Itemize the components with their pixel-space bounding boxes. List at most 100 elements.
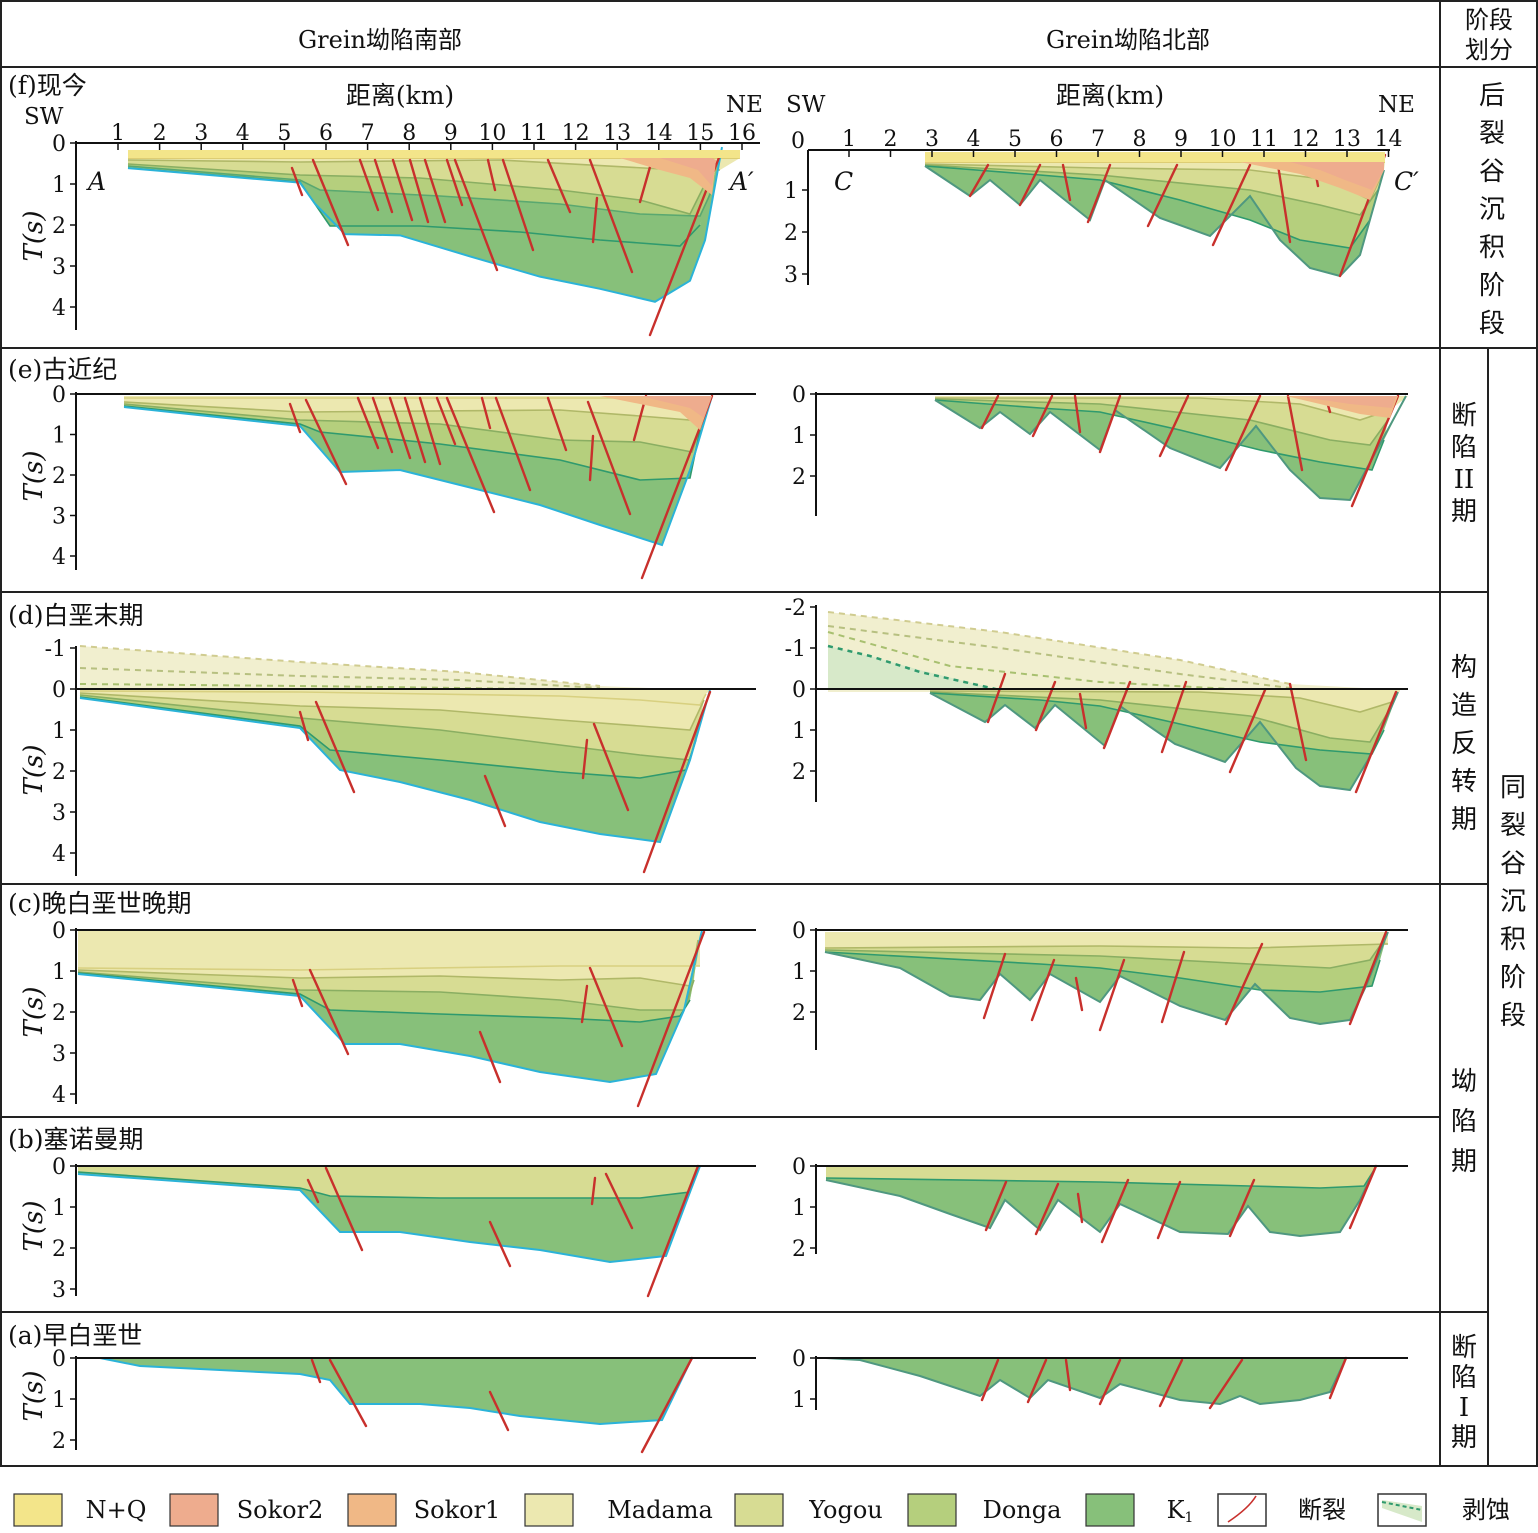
e-north-axes: 0 1 2 xyxy=(792,383,1408,516)
c-south-unit-5 xyxy=(78,930,702,1082)
d-north xyxy=(929,672,1400,794)
stage-f-char: 谷 xyxy=(1479,157,1505,187)
b-south-fault-2 xyxy=(324,1166,364,1252)
c-north-boundary-1 xyxy=(824,943,1389,949)
e-north-y-tick-label: 0 xyxy=(792,383,806,408)
f-south-x-tick-label: 4 xyxy=(236,121,250,146)
stage-big-char: 段 xyxy=(1500,1001,1526,1031)
stage-big-char: 同 xyxy=(1500,773,1526,803)
stage-a-char: 断 xyxy=(1451,1333,1477,1363)
d-south-y-label: T(s) xyxy=(19,745,49,796)
legend-label-3: Sokor1 xyxy=(414,1496,501,1524)
b-south-unit-1 xyxy=(78,1166,700,1198)
a-north-fault-7 xyxy=(1328,1356,1348,1400)
f-south-sokor xyxy=(128,150,740,195)
e-north-boundary-1 xyxy=(935,397,1391,421)
stage-big-char: 积 xyxy=(1500,925,1526,955)
f-south-unit-3 xyxy=(128,160,720,214)
e-north-fault-2 xyxy=(1031,394,1054,438)
f-south-distance-label: 距离(km) xyxy=(346,81,454,110)
d-north-boundary-1 xyxy=(929,690,1393,713)
e-south-axes: 0 1 2 3 4 T(s) xyxy=(19,383,756,570)
e-north-boundary-4 xyxy=(934,395,1407,502)
b-north-fault-5 xyxy=(1156,1180,1182,1240)
d-south-y-tick-label: 2 xyxy=(52,760,66,785)
f-south-y-tick-label: 0 xyxy=(52,132,66,157)
f-south-x-tick-label: 2 xyxy=(153,121,167,146)
c-south-axes: 0 1 2 3 4 T(s) xyxy=(19,919,756,1108)
stage-f-char: 段 xyxy=(1479,309,1505,339)
f-south-fault-3 xyxy=(358,158,380,212)
a-south-y-label: T(s) xyxy=(19,1371,49,1422)
f-north-fault-6 xyxy=(1211,163,1252,247)
f-south-x-tick-label: 16 xyxy=(728,121,756,146)
e-south-y-label: T(s) xyxy=(19,451,49,502)
f-south-sokor2 xyxy=(660,158,716,186)
d-south-boundary-1 xyxy=(79,690,707,706)
stage-big-char: 沉 xyxy=(1500,887,1526,917)
e-south-fault-5 xyxy=(388,396,412,460)
d-north-erosion xyxy=(827,611,1400,692)
f-north-sokor xyxy=(925,152,1385,200)
b-north-axes: 0 1 2 xyxy=(792,1155,1408,1262)
b-south-fault-5 xyxy=(604,1172,634,1230)
legend-label-2: Sokor2 xyxy=(237,1496,324,1524)
legend-label-8: 断裂 xyxy=(1298,1496,1346,1524)
f-north-y-tick-label: 1 xyxy=(784,179,798,204)
b-south-fault-3 xyxy=(488,1220,512,1268)
legend-swatch-sokor1 xyxy=(347,1493,397,1527)
b-north-fault-4 xyxy=(1100,1178,1130,1244)
b-south-fault-6 xyxy=(646,1164,700,1298)
c-north-fault-7 xyxy=(1348,930,1388,1026)
a-south-y-tick-label: 0 xyxy=(52,1347,66,1372)
f-north-x-tick-label: 8 xyxy=(1133,127,1147,152)
a-north-fault-5 xyxy=(1158,1358,1184,1408)
d-south-y-tick-label: 1 xyxy=(52,719,66,744)
f-north-fault-7 xyxy=(1276,163,1292,244)
f-north-x-tick-label: 4 xyxy=(967,127,981,152)
e-south-unit-2 xyxy=(124,398,705,420)
f-south-ylabel-y-label: T(s) xyxy=(19,211,49,262)
stage-d-char: 转 xyxy=(1451,767,1477,797)
f-south-boundary-6 xyxy=(127,146,723,303)
stage-d-char: 反 xyxy=(1451,729,1477,759)
c-south-unit-1 xyxy=(78,930,700,970)
panel-b-label: (b)塞诺曼期 xyxy=(8,1125,144,1154)
b-north-fault-7 xyxy=(1348,1164,1378,1230)
south-title: Grein坳陷南部 xyxy=(298,26,462,54)
d-south-erosion-line-3 xyxy=(79,683,601,691)
d-south-unit-2 xyxy=(80,691,706,730)
c-north-fault-2 xyxy=(1030,958,1056,1022)
a-north xyxy=(825,1356,1348,1410)
d-north-erosion-line-4 xyxy=(827,644,1001,692)
f-south-fault-8 xyxy=(445,158,464,207)
b-north-fault-1 xyxy=(984,1180,1008,1232)
d-south-fault-6 xyxy=(642,690,712,874)
f-south-fault-5 xyxy=(391,158,414,222)
figure-frame xyxy=(0,0,1538,1467)
c-north-unit-4 xyxy=(825,932,1388,1024)
f-north-nq-strip xyxy=(925,152,1385,162)
b-south-y-tick-label: 0 xyxy=(52,1155,66,1180)
f-south-y-tick-label: 3 xyxy=(52,255,66,280)
f-south-fault-7 xyxy=(423,158,447,224)
section-label-a-prime: A′ xyxy=(728,167,754,196)
f-south-y-tick-label: 4 xyxy=(52,296,66,321)
f-south-x-tick-label: 11 xyxy=(520,121,548,146)
f-south-nq-strip xyxy=(128,150,740,158)
e-south-fault-6 xyxy=(403,396,427,464)
stage-d-char: 造 xyxy=(1451,691,1477,721)
f-north-sw-label: SW xyxy=(786,92,826,118)
c-north-boundary-2 xyxy=(824,939,1385,969)
c-south xyxy=(77,929,706,1108)
d-north-fault-8 xyxy=(1354,690,1398,794)
b-north-fault-6 xyxy=(1228,1178,1256,1238)
panel-c-label: (c)晚白垩世晚期 xyxy=(8,889,192,918)
d-north-fault-5 xyxy=(1160,680,1188,754)
e-south-boundary-5 xyxy=(123,395,713,547)
e-north-fault-3 xyxy=(1073,394,1082,434)
f-south-fault-1 xyxy=(290,166,304,197)
a-north-y-tick-label: 1 xyxy=(792,1388,806,1413)
b-north-boundary-1 xyxy=(825,1169,1375,1189)
